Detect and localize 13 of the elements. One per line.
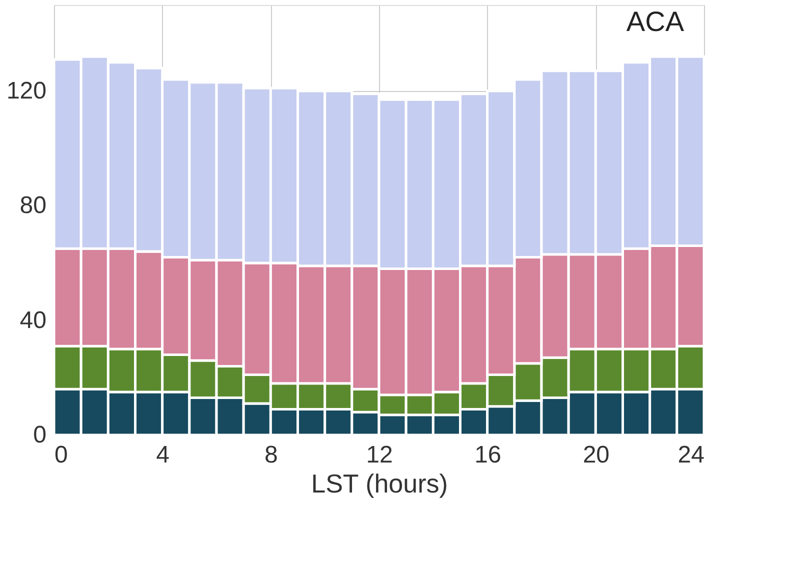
y-tick-label: 0 bbox=[33, 422, 46, 448]
x-tick-label: 4 bbox=[156, 442, 170, 468]
y-tick-label: 40 bbox=[20, 306, 46, 334]
x-tick-label: 0 bbox=[54, 442, 68, 468]
x-tick-label: 16 bbox=[474, 442, 502, 468]
x-axis-title: LST (hours) bbox=[311, 468, 448, 498]
x-tick-label: 24 bbox=[678, 442, 704, 468]
annotation: ACA bbox=[626, 6, 684, 37]
x-tick-label: 8 bbox=[264, 442, 278, 468]
x-tick-label: 20 bbox=[582, 442, 610, 468]
y-tick-label: 120 bbox=[6, 78, 46, 104]
y-tick-label: 80 bbox=[20, 192, 46, 220]
x-tick-label: 12 bbox=[366, 442, 393, 468]
